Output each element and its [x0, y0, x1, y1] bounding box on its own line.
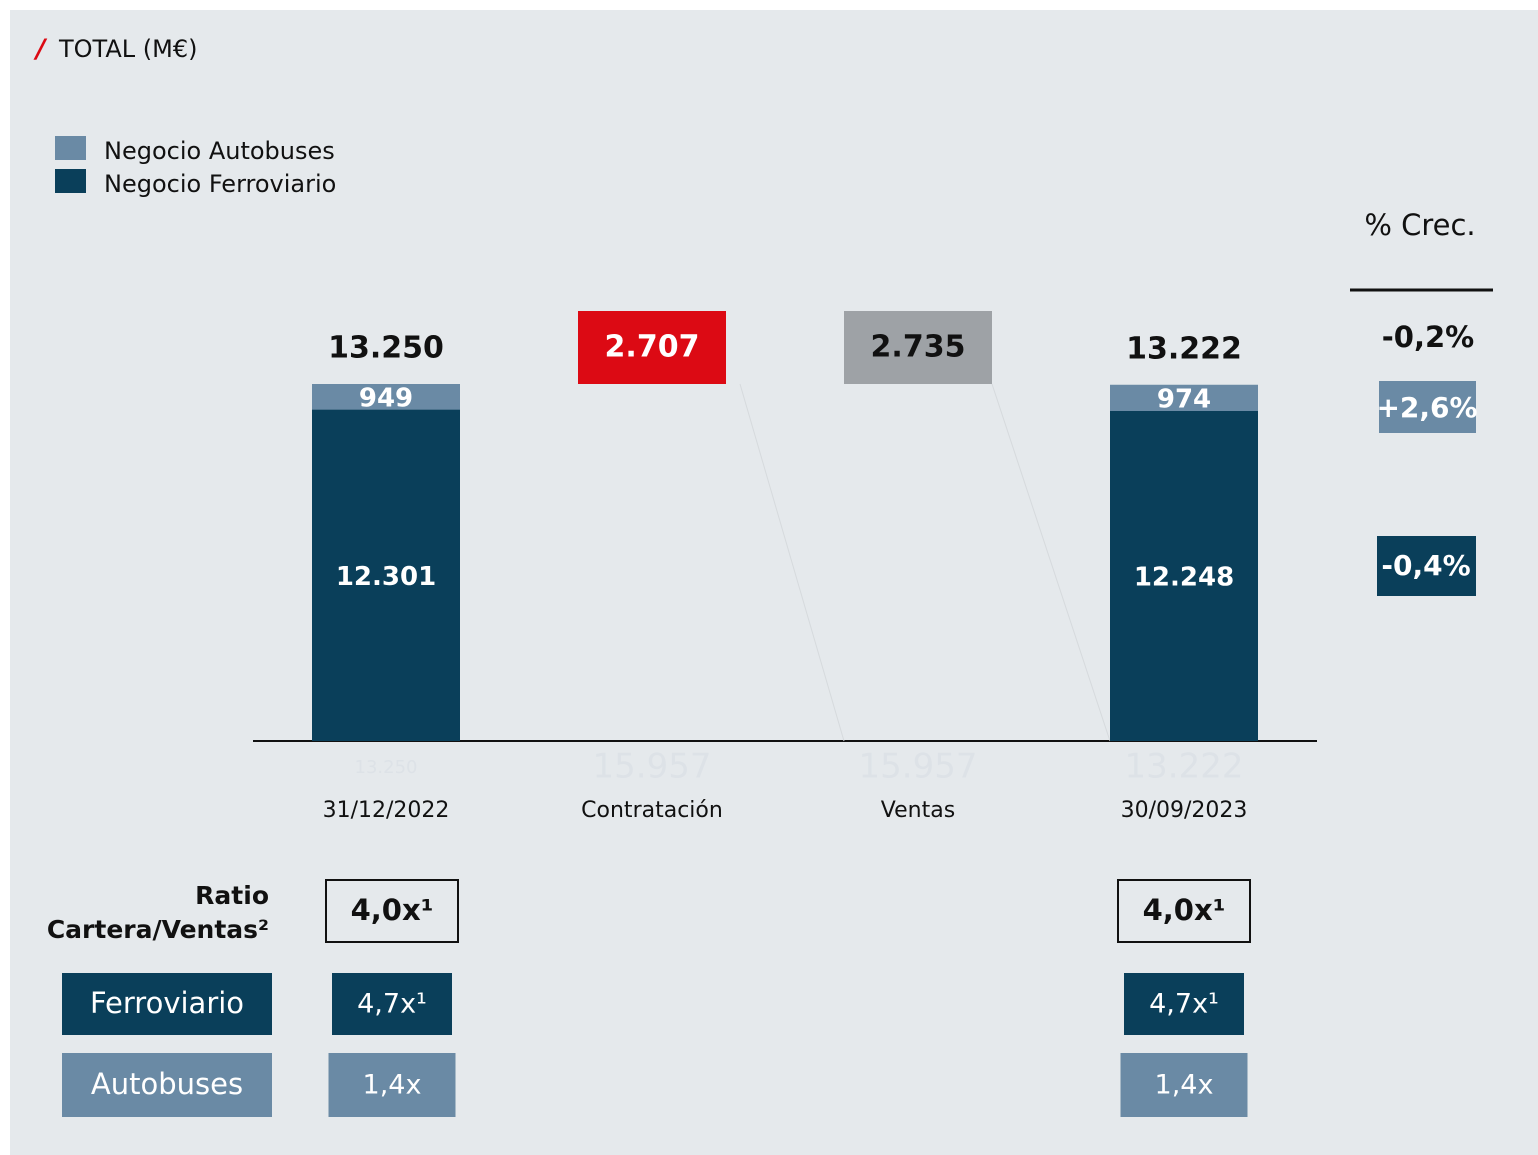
running-label: 15.957 — [859, 747, 978, 787]
growth-autobuses: +2,6% — [1376, 391, 1477, 424]
segment-label: 974 — [1157, 384, 1211, 414]
ratio-title: Cartera/Ventas² — [47, 915, 269, 944]
growth-title: % Crec. — [1364, 208, 1475, 242]
panel — [10, 10, 1538, 1155]
row-value: 4,7x¹ — [357, 989, 427, 1020]
row-value-box — [328, 1053, 456, 1117]
row-value-box — [1124, 973, 1244, 1035]
bar-segment — [312, 384, 460, 410]
x-tick-label: Contratación — [581, 798, 723, 823]
legend-label: Negocio Autobuses — [104, 137, 335, 165]
bar-segment — [1110, 384, 1258, 411]
running-label: 13.222 — [1125, 747, 1244, 787]
row-value: 4,7x¹ — [1149, 989, 1219, 1020]
row-value: 1,4x — [1155, 1070, 1214, 1101]
row-label-box — [62, 1053, 272, 1117]
total-label: 13.250 — [328, 331, 444, 366]
running-label: 13.250 — [355, 757, 418, 778]
row-label: Ferroviario — [90, 986, 244, 1020]
total-label: 13.222 — [1126, 331, 1242, 366]
chart-title: TOTAL (M€) — [58, 35, 197, 63]
growth-box — [1377, 536, 1476, 596]
row-label-box — [62, 973, 272, 1035]
ratio-box — [1117, 879, 1251, 943]
bar-segment — [1110, 410, 1258, 741]
ratio-total: 4,0x¹ — [1143, 893, 1226, 927]
ratio-box — [325, 879, 459, 943]
x-tick-label: 30/09/2023 — [1121, 798, 1248, 823]
x-tick-label: 31/12/2022 — [323, 798, 450, 823]
bar-segment — [312, 409, 460, 741]
legend-swatch — [55, 136, 86, 160]
flow-label: 2.707 — [605, 330, 700, 365]
flow-box — [578, 311, 726, 384]
running-label: 15.957 — [593, 747, 712, 787]
x-tick-label: Ventas — [881, 798, 955, 823]
segment-label: 12.248 — [1134, 562, 1234, 592]
segment-label: 12.301 — [336, 562, 436, 592]
row-value-box — [332, 973, 452, 1035]
segment-label: 949 — [359, 383, 413, 413]
connector — [739, 383, 845, 742]
growth-total: -0,2% — [1382, 320, 1474, 354]
ratio-title: Ratio — [195, 881, 269, 910]
row-label: Autobuses — [91, 1067, 243, 1101]
flow-label: 2.735 — [871, 330, 966, 365]
row-value-box — [1120, 1053, 1248, 1117]
ratio-total: 4,0x¹ — [351, 893, 434, 927]
growth-box — [1379, 381, 1476, 433]
connector — [991, 383, 1111, 742]
legend-swatch — [55, 169, 86, 193]
legend-label: Negocio Ferroviario — [104, 170, 336, 198]
title-slash: / — [33, 35, 48, 65]
growth-ferroviario: -0,4% — [1381, 549, 1470, 582]
row-value: 1,4x — [363, 1070, 422, 1101]
flow-box — [844, 311, 992, 384]
